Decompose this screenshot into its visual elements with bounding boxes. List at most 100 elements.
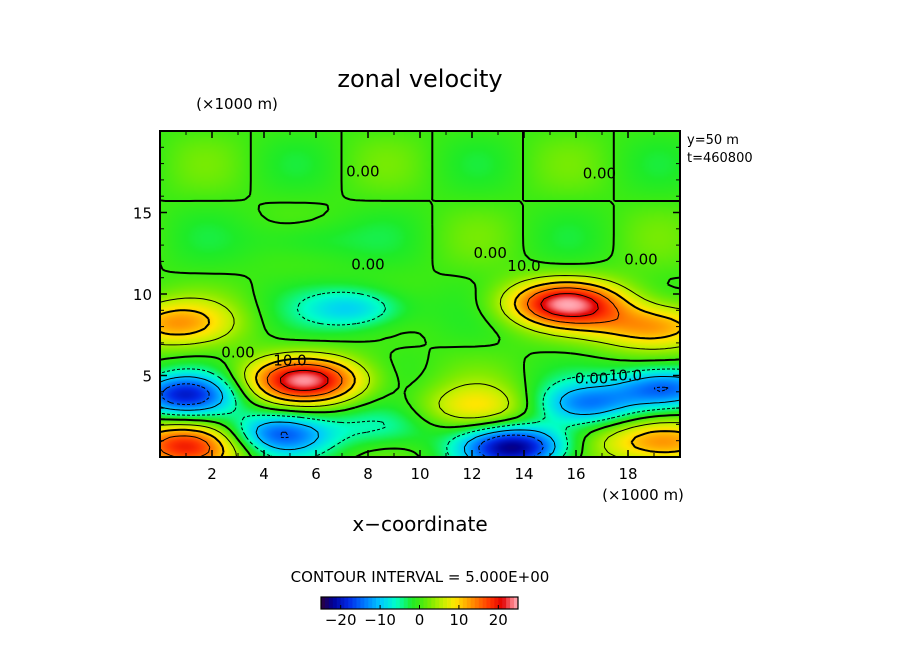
contour-label: 0.00: [575, 370, 608, 388]
colorbar-cell: [490, 597, 495, 609]
colorbar-cell: [356, 597, 361, 609]
contour-label: 10.0: [609, 366, 642, 384]
colorbar-cell: [466, 597, 472, 609]
colorbar-cell: [411, 597, 416, 609]
colorbar-cell: [384, 597, 389, 609]
colorbar-cell: [332, 597, 338, 609]
x-axis-label: x−coordinate: [352, 512, 487, 536]
y-tick-label: 5: [142, 368, 152, 386]
y-tick-label: 10: [133, 286, 152, 304]
contour-line-level: [160, 281, 680, 457]
colorbar-cell: [458, 597, 464, 609]
colorbar-cell: [352, 597, 357, 609]
y-axis: 5 10 15: [133, 146, 680, 442]
colorbar-cell: [443, 597, 448, 609]
x-tick-label: 6: [311, 465, 321, 483]
contour-label: 0.00: [624, 251, 657, 269]
colorbar-tick-label: 20: [489, 611, 508, 629]
contour-label: 0.00: [351, 256, 384, 274]
colorbar-cell: [486, 597, 491, 609]
colorbar-cells: [321, 597, 519, 609]
colorbar-cell: [391, 597, 397, 609]
colorbar-cell: [462, 597, 468, 609]
colorbar-cell: [439, 597, 444, 609]
contour-label: 0.00: [473, 244, 506, 262]
info-line-y: y=50 m: [687, 133, 739, 148]
x-tick-label: 18: [618, 465, 637, 483]
x-tick-label: 2: [207, 465, 217, 483]
colorbar-cell: [478, 597, 483, 609]
colorbar-cell: [514, 597, 519, 609]
colorbar: −20 −10 0 10 20: [320, 596, 519, 629]
velocity-field-image: [160, 131, 680, 457]
colorbar-cell: [427, 597, 432, 609]
colorbar-cell: [419, 597, 424, 609]
colorbar-cell: [415, 597, 420, 609]
colorbar-cell: [510, 597, 515, 609]
colorbar-cell: [506, 597, 511, 609]
colorbar-cell: [447, 597, 452, 609]
colorbar-cell: [340, 597, 345, 609]
y-unit-label: (×1000 m): [196, 95, 278, 113]
contour-line-level: [160, 376, 680, 457]
colorbar-cell: [423, 597, 428, 609]
colorbar-cell: [387, 597, 393, 609]
colorbar-cell: [451, 597, 456, 609]
colorbar-cell: [372, 597, 377, 609]
colorbar-tick-label: −10: [364, 611, 396, 629]
colorbar-cell: [328, 597, 334, 609]
chart-title: zonal velocity: [337, 65, 502, 93]
x-tick-label: 12: [462, 465, 481, 483]
colorbar-cell: [474, 597, 479, 609]
colorbar-cell: [321, 597, 326, 609]
x-tick-label: 4: [259, 465, 269, 483]
colorbar-cell: [470, 597, 475, 609]
colorbar-cell: [482, 597, 487, 609]
colorbar-cell: [336, 597, 341, 609]
colorbar-tick-label: 0: [415, 611, 425, 629]
colorbar-cell: [368, 597, 373, 609]
contour-label: 0.00: [583, 164, 616, 182]
contour-line-level: [160, 287, 620, 457]
contour-lines: [160, 131, 680, 457]
contour-label: 10.0: [273, 352, 306, 370]
contour-line-level: [160, 275, 680, 457]
colorbar-cell: [399, 597, 405, 609]
contour-label: 10.0: [507, 257, 540, 275]
contour-line-level: [280, 293, 599, 391]
colorbar-cell: [376, 597, 381, 609]
colorbar-cell: [395, 597, 401, 609]
x-tick-label: 16: [566, 465, 585, 483]
y-tick-label: 15: [133, 205, 152, 223]
colorbar-cell: [431, 597, 436, 609]
colorbar-cell: [348, 597, 353, 609]
colorbar-cell: [324, 597, 330, 609]
colorbar-tick-label: −20: [325, 611, 357, 629]
colorbar-cell: [454, 597, 460, 609]
x-unit-label: (×1000 m): [602, 486, 684, 504]
info-line-t: t=460800: [687, 151, 753, 166]
colorbar-cell: [344, 597, 349, 609]
colorbar-tick-label: 10: [449, 611, 468, 629]
colorbar-cell: [498, 597, 503, 609]
contour-interval-text: CONTOUR INTERVAL = 5.000E+00: [291, 568, 550, 586]
contour-line-level: [160, 291, 680, 457]
colorbar-cell: [380, 597, 385, 609]
contour-line-level: [161, 383, 669, 457]
colorbar-cell: [403, 597, 408, 609]
contour-label: 0.00: [346, 163, 379, 181]
contour-label: 0.00: [221, 344, 254, 362]
x-axis: 2 4 6 8 10 12 14 16 18: [185, 131, 655, 483]
colorbar-cell: [502, 597, 507, 609]
colorbar-cell: [360, 597, 365, 609]
x-tick-label: 14: [514, 465, 533, 483]
colorbar-cell: [435, 597, 440, 609]
colorbar-cell: [364, 597, 369, 609]
x-tick-label: 8: [363, 465, 373, 483]
colorbar-cell: [494, 597, 499, 609]
contour-line-level: [160, 131, 680, 457]
colorbar-ticks: −20 −10 0 10 20: [325, 605, 508, 629]
